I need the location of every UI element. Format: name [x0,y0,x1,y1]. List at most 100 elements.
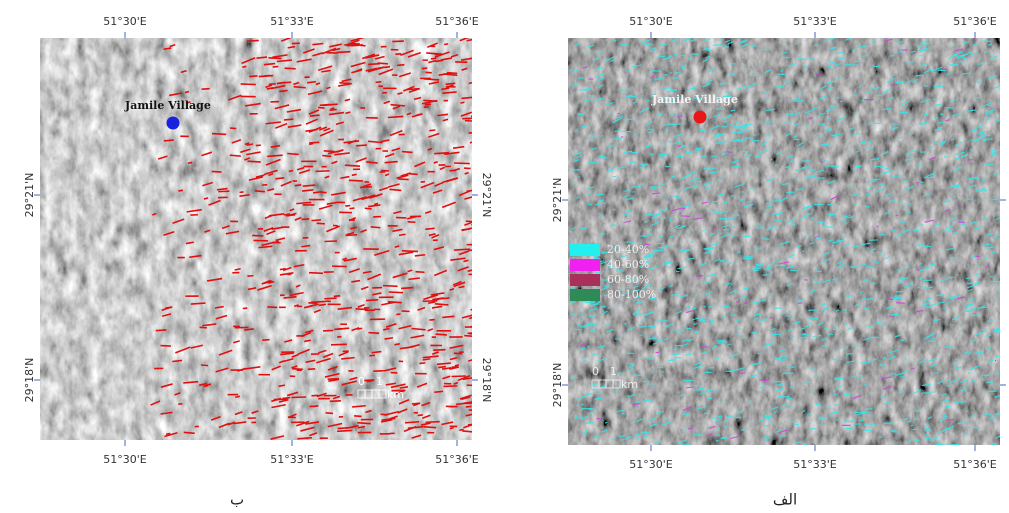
speckle [911,425,913,426]
speckle [959,206,961,207]
speckle [900,222,905,223]
speckle [785,114,793,115]
speckle [930,264,935,265]
streak [402,251,418,252]
speckle [982,180,988,181]
streak [326,413,334,414]
speckle [783,57,790,58]
speckle [802,167,809,168]
streak [451,376,466,377]
speckle [798,59,807,60]
streak [188,162,192,163]
streak [444,44,448,45]
streak [464,336,472,337]
streak [475,351,479,353]
speckle [896,215,898,216]
streak [383,286,398,287]
streak [311,301,326,302]
speckle [926,430,931,431]
streak [366,162,378,163]
speckle [836,310,839,311]
streak [156,330,167,331]
speckle [789,421,797,422]
streak [322,156,331,157]
left-tick-label: 29°21'N [551,178,564,223]
streak [200,327,207,328]
streak [454,353,462,354]
streak [345,165,360,166]
streak [399,234,405,235]
streak [297,438,312,439]
speckle [813,377,817,378]
streak [434,162,438,163]
streak [450,428,454,429]
speckle [668,200,670,201]
streak [357,328,362,329]
speckle [808,318,817,319]
streak [473,344,484,347]
streak [184,432,195,433]
streak [405,422,419,423]
speckle [1000,369,1008,372]
speckle [780,201,783,202]
streak [337,52,351,53]
speckle [604,325,610,326]
speckle [817,116,819,117]
speckle [848,421,855,422]
speckle [687,250,689,251]
speckle [981,379,984,380]
streak [201,365,208,366]
streak [212,134,226,135]
streak [323,330,333,331]
speckle [640,236,645,237]
speckle [590,324,598,325]
streak [247,276,253,277]
streak [416,272,425,273]
legend-swatch [570,259,600,271]
streak [475,40,488,43]
streak [444,386,458,387]
streak [277,82,291,83]
streak [402,152,413,153]
speckle [875,166,885,167]
speckle [735,122,738,123]
speckle [721,47,729,48]
speckle [669,124,676,125]
streak [478,246,490,248]
speckle [589,409,595,410]
speckle [809,310,818,311]
streak [469,250,482,251]
speckle [743,258,752,259]
streak [395,344,400,345]
streak [345,235,357,236]
streak [398,179,409,180]
figure: 51°30'E51°30'E51°33'E51°33'E51°36'E51°36… [0,0,1009,513]
speckle [775,358,780,359]
streak [339,83,351,84]
speckle [759,380,769,381]
streak [480,106,494,107]
speckle [642,381,649,382]
speckle [694,435,704,436]
streak [324,298,336,299]
speckle [709,234,714,235]
streak [166,433,170,434]
streak [289,171,293,172]
speckle [717,340,726,341]
top-tick-label: 51°36'E [953,15,997,28]
streak [262,340,269,341]
speckle [973,45,977,46]
speckle [926,434,928,435]
streak [421,182,425,183]
speckle [657,340,663,341]
streak [235,396,240,397]
speckle [662,321,668,322]
streak [426,422,440,423]
streak [462,431,472,432]
streak [376,82,382,83]
streak [295,185,301,186]
streak [365,208,372,209]
streak [477,137,486,138]
left-tick-label: 29°21'N [23,173,36,218]
streak [402,311,410,312]
